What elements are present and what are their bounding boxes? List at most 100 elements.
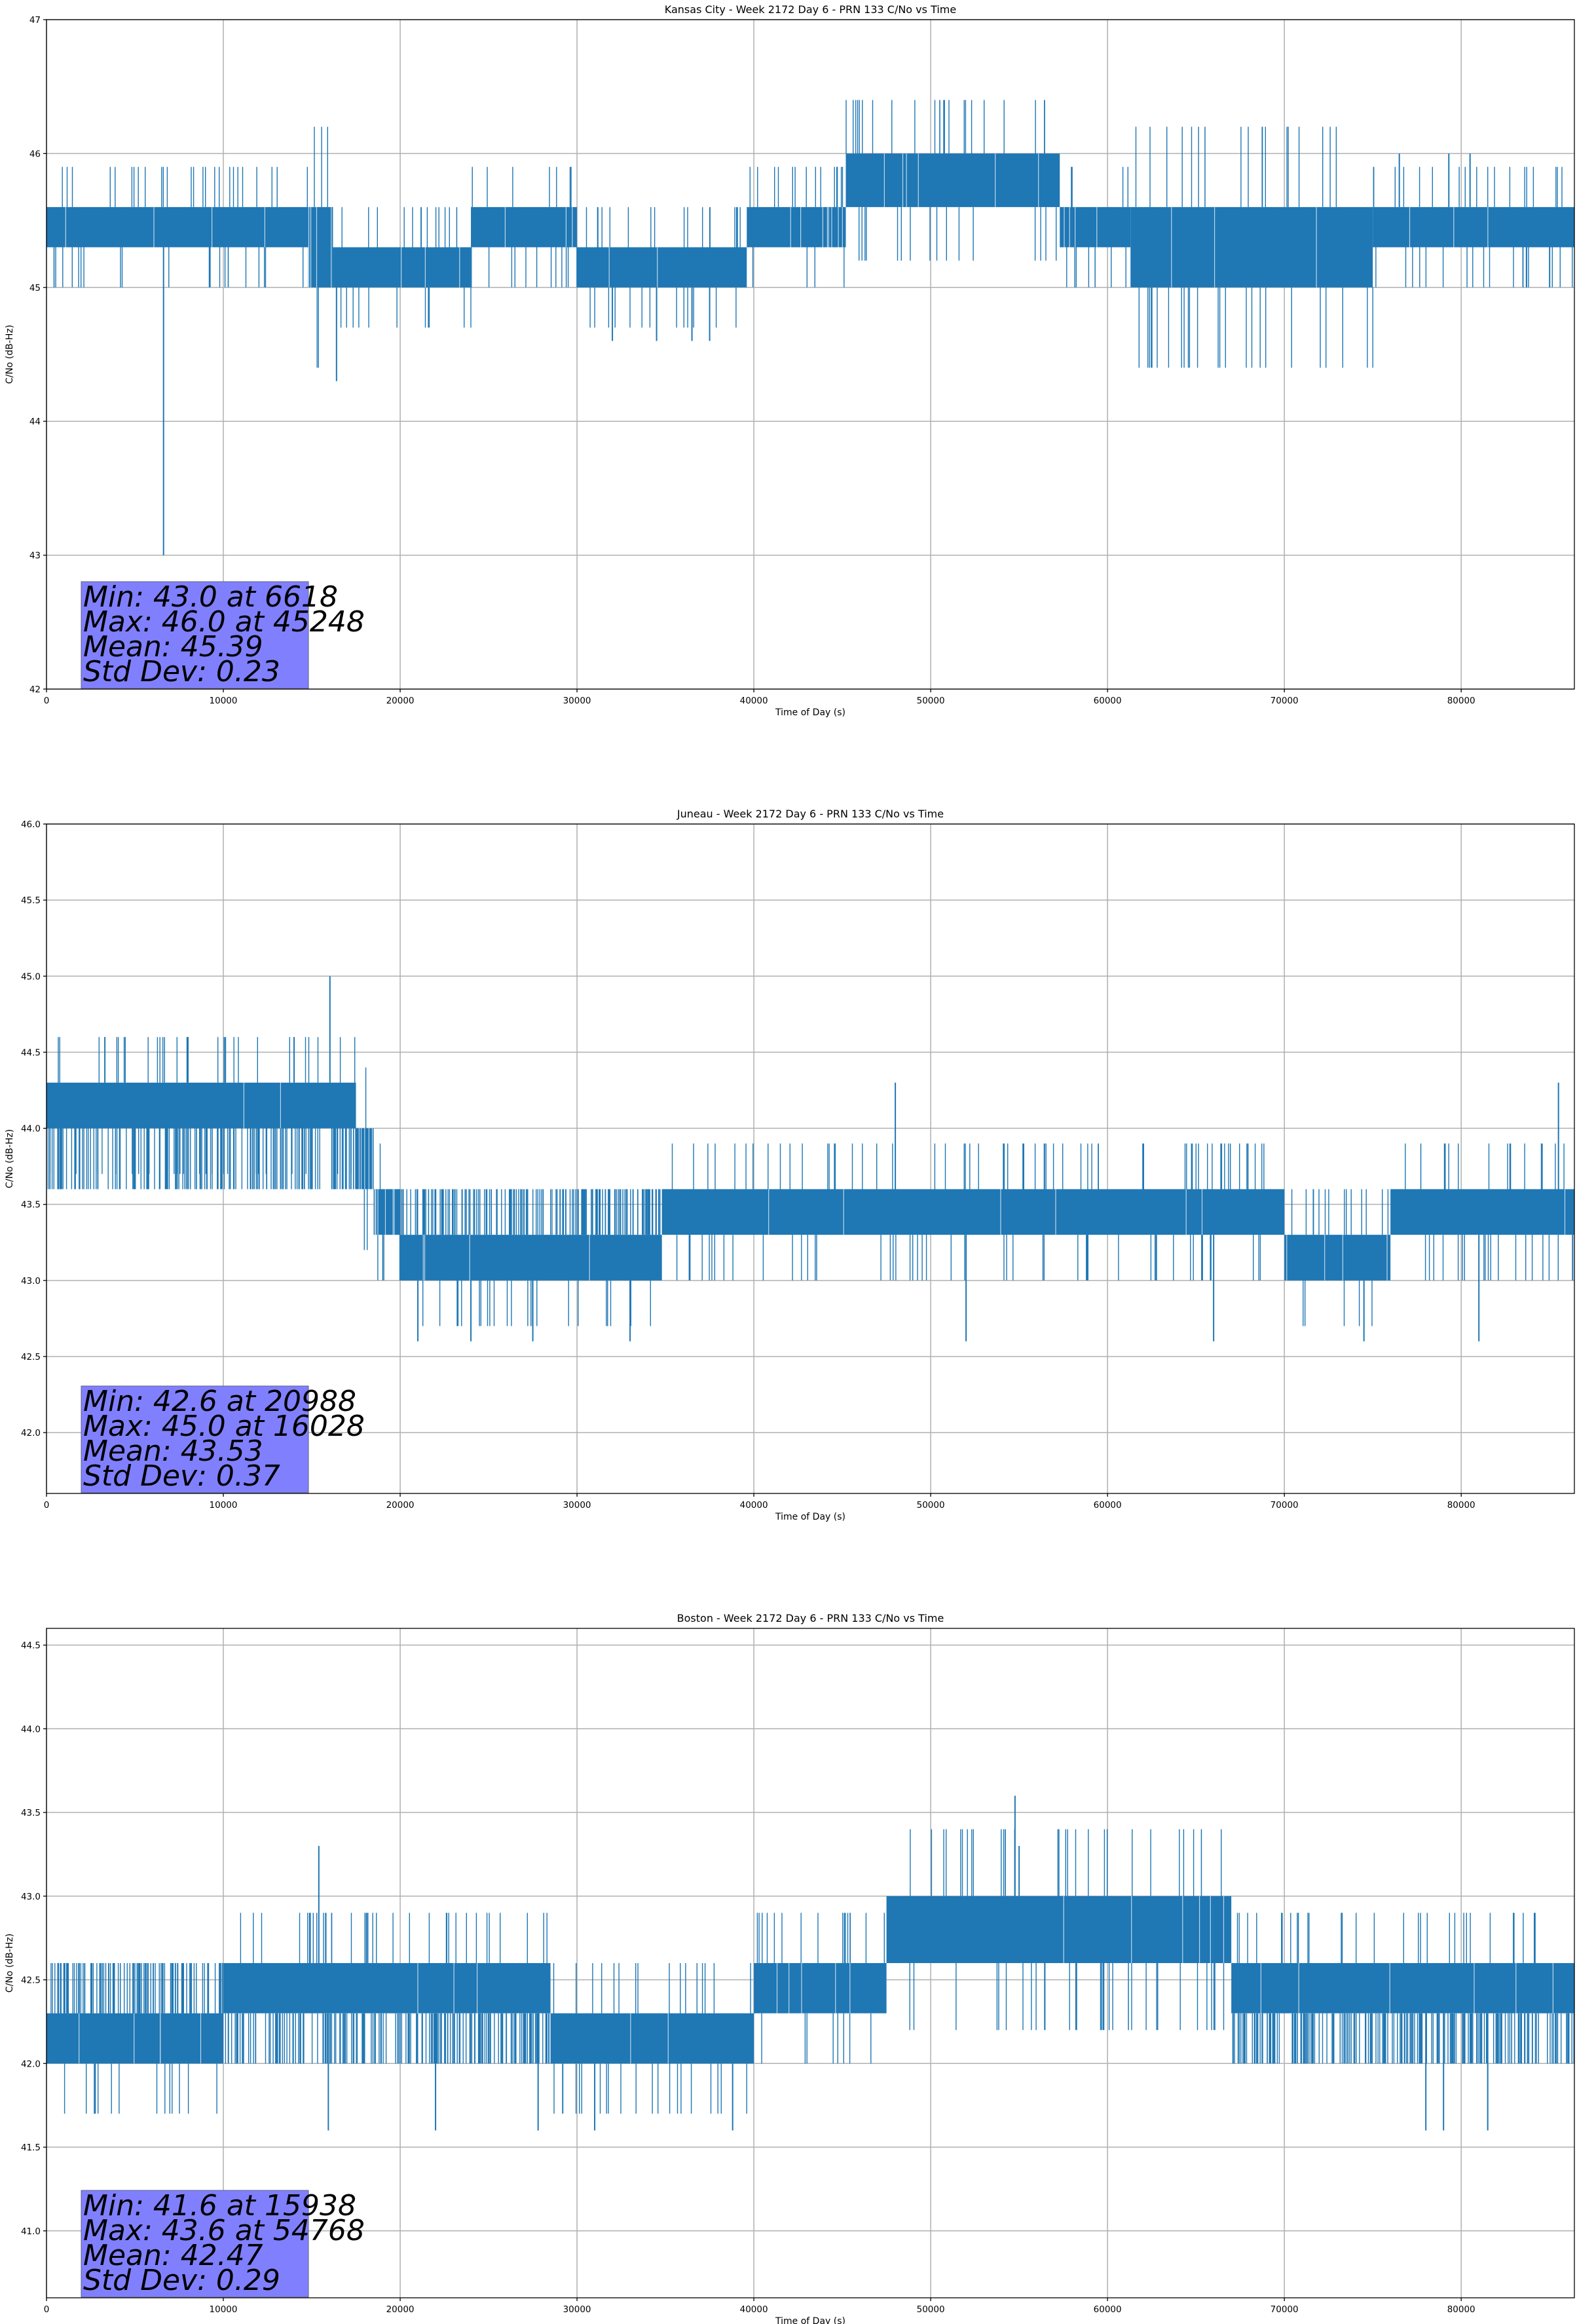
data-flicker xyxy=(363,1067,368,1250)
x-tick-label: 0 xyxy=(44,2304,50,2315)
stats-box xyxy=(81,1385,309,1493)
data-band xyxy=(550,2013,754,2064)
data-flicker xyxy=(553,1963,751,2114)
x-tick-label: 80000 xyxy=(1447,696,1475,706)
y-tick-label: 42 xyxy=(29,684,41,695)
data-band xyxy=(1130,207,1373,288)
x-tick-label: 0 xyxy=(44,1500,50,1510)
y-tick-label: 43.0 xyxy=(21,1276,41,1286)
x-tick-label: 30000 xyxy=(563,1500,591,1510)
data-flicker xyxy=(1066,166,1128,288)
stats-line: Mean: 43.53 xyxy=(83,1434,263,1468)
data-band xyxy=(1284,1235,1391,1281)
chart-panel-2: 0 10000 20000 30000 40000 50000 60000 70000 8000… xyxy=(5,808,1575,1522)
data-flicker xyxy=(377,1143,401,1281)
x-axis-label: Time of Day (s) xyxy=(775,707,845,718)
stats-line: Min: 43.0 at 6618 xyxy=(83,580,338,614)
y-axis-label: C/No (dB-Hz) xyxy=(5,1129,15,1188)
axis-ticks: 0 10000 20000 30000 40000 50000 60000 70000 8000… xyxy=(29,15,1475,706)
x-tick-label: 10000 xyxy=(210,2304,238,2315)
x-tick-label: 10000 xyxy=(210,1500,238,1510)
y-tick-label: 43 xyxy=(29,551,41,561)
x-tick-label: 0 xyxy=(44,696,50,706)
data-flicker xyxy=(585,207,741,328)
data-band xyxy=(577,247,747,288)
data-band xyxy=(1060,207,1131,248)
data-gaps xyxy=(65,153,1489,288)
x-tick-label: 20000 xyxy=(386,2304,415,2315)
y-tick-label: 44.5 xyxy=(21,1641,41,1651)
data-flicker xyxy=(909,1829,1225,2031)
data-band xyxy=(661,1189,1285,1235)
data-series xyxy=(46,100,1574,555)
x-tick-label: 60000 xyxy=(1094,696,1122,706)
stats-line: Mean: 45.39 xyxy=(83,630,263,664)
y-tick-label: 46 xyxy=(29,149,41,159)
stats-line: Std Dev: 0.37 xyxy=(83,1459,280,1493)
y-tick-label: 41.0 xyxy=(21,2226,41,2237)
chart-panel-1: 0 10000 20000 30000 40000 50000 60000 70000 8000… xyxy=(5,3,1575,718)
y-tick-label: 42.0 xyxy=(21,2059,41,2069)
data-flicker xyxy=(225,2013,550,2064)
y-tick-label: 44 xyxy=(29,417,41,427)
y-tick-label: 42.5 xyxy=(21,1352,41,1362)
y-tick-label: 42.0 xyxy=(21,1428,41,1438)
x-tick-label: 40000 xyxy=(740,1500,768,1510)
data-flicker xyxy=(845,100,1057,261)
data-band xyxy=(1390,1189,1574,1235)
x-tick-label: 50000 xyxy=(917,2304,945,2315)
stats-box xyxy=(81,2190,309,2298)
y-tick-label: 45.5 xyxy=(21,895,41,906)
stats-box xyxy=(81,581,309,689)
data-series xyxy=(46,1795,1574,2131)
data-band xyxy=(754,1963,887,2014)
data-flicker xyxy=(234,1913,547,2064)
data-flicker xyxy=(1135,126,1373,368)
x-tick-label: 80000 xyxy=(1447,2304,1475,2315)
data-flicker xyxy=(1373,166,1573,288)
x-tick-label: 30000 xyxy=(563,2304,591,2315)
y-tick-label: 44.0 xyxy=(21,1724,41,1734)
data-band xyxy=(886,1896,1232,1963)
x-tick-label: 80000 xyxy=(1447,1500,1475,1510)
data-flicker xyxy=(749,166,845,288)
x-tick-label: 30000 xyxy=(563,696,591,706)
data-flicker xyxy=(1405,1143,1565,1281)
stats-line: Max: 45.0 at 16028 xyxy=(83,1410,365,1443)
x-tick-label: 40000 xyxy=(740,696,768,706)
x-tick-label: 70000 xyxy=(1271,1500,1299,1510)
data-band xyxy=(845,153,1060,208)
x-axis-label: Time of Day (s) xyxy=(775,2316,845,2324)
axis-ticks: 0 10000 20000 30000 40000 50000 60000 70000 8000… xyxy=(21,1641,1475,2315)
y-tick-label: 45.0 xyxy=(21,971,41,982)
data-flicker xyxy=(1233,2013,1574,2064)
x-tick-label: 50000 xyxy=(917,696,945,706)
x-tick-label: 20000 xyxy=(386,696,415,706)
plot-frame xyxy=(46,1628,1575,2298)
data-band xyxy=(308,207,333,288)
data-flicker xyxy=(671,1143,1265,1281)
x-tick-label: 50000 xyxy=(917,1500,945,1510)
chart-title: Juneau - Week 2172 Day 6 - PRN 133 C/No … xyxy=(677,808,944,820)
x-tick-label: 60000 xyxy=(1094,1500,1122,1510)
chart-title: Boston - Week 2172 Day 6 - PRN 133 C/No … xyxy=(677,1612,944,1624)
plot-frame xyxy=(46,823,1575,1494)
stats-line: Max: 46.0 at 45248 xyxy=(83,605,365,639)
data-band xyxy=(1231,1963,1574,2014)
data-flicker xyxy=(400,1189,661,1235)
y-tick-label: 46.0 xyxy=(21,819,41,830)
stats-line: Std Dev: 0.29 xyxy=(83,2264,280,2297)
chart-panel-3: 0 10000 20000 30000 40000 50000 60000 70000 8000… xyxy=(5,1612,1575,2324)
y-axis-label: C/No (dB-Hz) xyxy=(5,325,15,384)
data-band xyxy=(400,1235,662,1281)
x-tick-label: 70000 xyxy=(1271,696,1299,706)
data-flicker xyxy=(50,1963,223,2014)
y-tick-label: 41.5 xyxy=(21,2143,41,2153)
stats-line: Mean: 42.47 xyxy=(83,2239,263,2272)
x-tick-label: 40000 xyxy=(740,2304,768,2315)
chart-title: Kansas City - Week 2172 Day 6 - PRN 133 … xyxy=(665,3,956,16)
stats-line: Std Dev: 0.23 xyxy=(83,655,280,688)
data-band xyxy=(333,247,472,288)
y-tick-label: 43.5 xyxy=(21,1808,41,1818)
